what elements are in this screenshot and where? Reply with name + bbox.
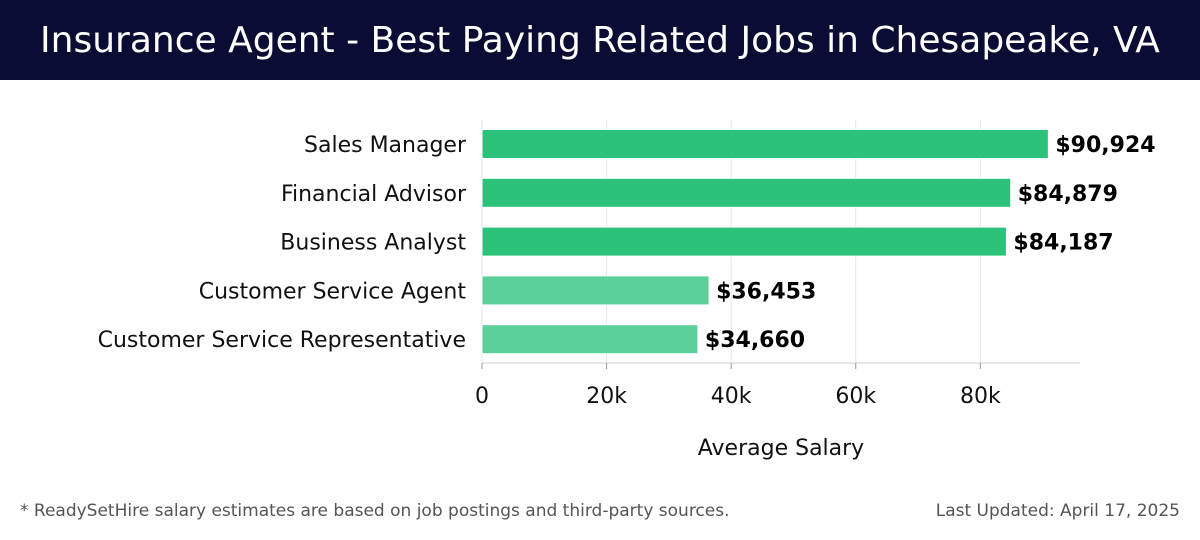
x-axis-title: Average Salary [698, 436, 864, 461]
x-tick-label: 60k [835, 384, 876, 409]
category-label: Financial Advisor [281, 182, 467, 207]
value-label: $84,879 [1018, 182, 1118, 207]
category-label: Business Analyst [280, 231, 466, 256]
x-tick-label: 0 [475, 384, 489, 409]
x-tick-label: 80k [960, 384, 1001, 409]
value-label: $36,453 [716, 279, 816, 304]
category-label: Customer Service Representative [98, 328, 466, 353]
salary-bar-chart: 0 20k 40k 60k 80k Average Salary Sales Manager… [98, 120, 1156, 461]
bar [481, 129, 1049, 159]
category-label: Customer Service Agent [199, 279, 467, 304]
bar [481, 226, 1007, 257]
bar [481, 275, 710, 306]
x-tick-label: 40k [711, 384, 752, 409]
value-label: $84,187 [1013, 231, 1113, 256]
bar [481, 177, 1012, 208]
last-updated: Last Updated: April 17, 2025 [935, 501, 1180, 521]
bar [481, 324, 699, 355]
page-header: Insurance Agent - Best Paying Related Jo… [0, 0, 1200, 80]
footer-note: * ReadySetHire salary estimates are base… [20, 501, 730, 521]
value-label: $90,924 [1055, 133, 1155, 158]
value-label: $34,660 [705, 328, 805, 353]
page-title: Insurance Agent - Best Paying Related Jo… [40, 19, 1160, 61]
x-tick-label: 20k [586, 384, 627, 409]
category-label: Sales Manager [304, 133, 467, 158]
